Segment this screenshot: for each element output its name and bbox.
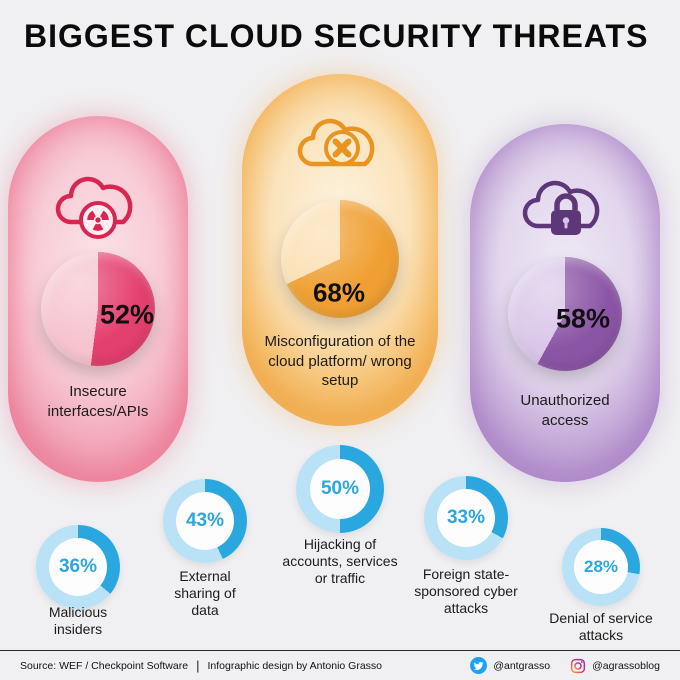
threat-card-unauthorized-access: 58% Unauthorized access: [470, 124, 660, 482]
instagram-handle: @agrassoblog: [592, 659, 660, 672]
pie-value: 52%: [99, 299, 155, 330]
instagram-icon: [570, 658, 586, 674]
footer-social: @antgrasso @agrassoblog: [470, 657, 660, 674]
donut-value: 28%: [583, 557, 619, 576]
cloud-radiation-icon: [55, 176, 133, 239]
pie-value: 58%: [555, 303, 611, 334]
donut-chart-external-sharing: 43%: [163, 479, 247, 563]
donut-value: 33%: [446, 507, 486, 528]
donut-chart-malicious-insiders: 36%: [36, 525, 120, 609]
threat-card-insecure-apis: 52% Insecure interfaces/APIs: [8, 116, 188, 482]
donut-value: 50%: [320, 478, 360, 499]
footer: Source: WEF / Checkpoint Software | Info…: [0, 650, 680, 680]
threat-card-misconfiguration: 68% Misconfiguration of the cloud platfo…: [242, 74, 438, 426]
threat-label-insecure-apis: Insecure interfaces/APIs: [47, 383, 149, 420]
donut-label-malicious-insiders: Malicious insiders: [48, 604, 108, 638]
cloud-error-icon: [297, 118, 375, 167]
threat-label-misconfiguration: Misconfiguration of the cloud platform/ …: [264, 333, 416, 389]
threat-label-unauthorized-access: Unauthorized access: [520, 392, 610, 429]
donut-chart-foreign-state: 33%: [424, 476, 508, 560]
source-text: Source: WEF / Checkpoint Software: [20, 659, 189, 672]
donut-value: 43%: [185, 510, 225, 531]
pie-chart-unauthorized-access: 58%: [508, 257, 622, 371]
designer-credit: Infographic design by Antonio Grasso: [207, 659, 382, 672]
cloud-lock-icon: [522, 180, 600, 235]
page-title: BIGGEST CLOUD SECURITY THREATS: [24, 18, 649, 54]
donut-value: 36%: [58, 556, 98, 577]
pie-chart-insecure-apis: 52%: [41, 252, 155, 366]
twitter-handle: @antgrasso: [493, 659, 551, 672]
donut-label-foreign-state: Foreign state-sponsored cyber attacks: [414, 566, 518, 617]
donut-label-external-sharing: External sharing of data: [174, 568, 236, 619]
footer-separator: |: [196, 658, 200, 673]
twitter-icon: [470, 657, 488, 674]
donut-label-hijacking: Hijacking of accounts, services or traff…: [282, 536, 398, 587]
pie-value: 68%: [312, 277, 366, 308]
pie-chart-misconfiguration: 68%: [281, 200, 399, 318]
donut-chart-denial-of-service: 28%: [562, 528, 640, 606]
footer-credits: Source: WEF / Checkpoint Software | Info…: [20, 658, 382, 673]
donut-label-denial-of-service: Denial of service attacks: [549, 610, 653, 644]
donut-chart-hijacking: 50%: [296, 445, 384, 533]
